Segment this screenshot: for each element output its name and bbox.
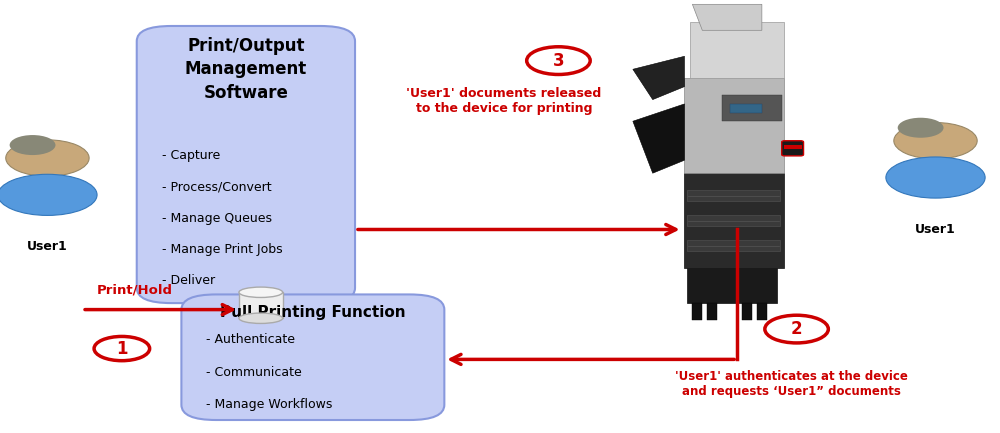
Polygon shape (722, 95, 782, 121)
Text: Pull Printing Function: Pull Printing Function (220, 305, 406, 320)
Polygon shape (687, 190, 780, 201)
Text: Print/Hold: Print/Hold (97, 284, 173, 297)
Text: - Process/Convert: - Process/Convert (162, 181, 271, 194)
Polygon shape (707, 303, 717, 320)
Polygon shape (239, 292, 283, 318)
Circle shape (6, 140, 89, 176)
Ellipse shape (0, 174, 97, 216)
Text: - Communicate: - Communicate (206, 366, 302, 379)
Polygon shape (784, 145, 802, 149)
Circle shape (10, 135, 55, 155)
Polygon shape (684, 173, 784, 268)
Polygon shape (684, 78, 784, 173)
Circle shape (898, 118, 944, 138)
Circle shape (894, 123, 977, 159)
Text: - Capture: - Capture (162, 149, 220, 162)
Text: 2: 2 (791, 320, 802, 338)
Polygon shape (633, 56, 684, 100)
Text: 3: 3 (553, 52, 564, 70)
Text: - Manage Queues: - Manage Queues (162, 212, 272, 225)
Text: User1: User1 (27, 240, 68, 253)
FancyBboxPatch shape (181, 294, 444, 420)
Polygon shape (687, 215, 780, 226)
Polygon shape (692, 303, 702, 320)
Ellipse shape (886, 157, 985, 198)
Text: - Manage Print Jobs: - Manage Print Jobs (162, 243, 282, 256)
Text: 'User1' authenticates at the device
and requests ‘User1” documents: 'User1' authenticates at the device and … (675, 370, 908, 398)
Ellipse shape (239, 313, 283, 323)
Text: Print/Output
Management
Software: Print/Output Management Software (185, 37, 307, 102)
Polygon shape (742, 303, 752, 320)
Polygon shape (690, 22, 784, 78)
Polygon shape (692, 4, 762, 30)
Polygon shape (730, 104, 762, 113)
Ellipse shape (239, 287, 283, 297)
Text: User1: User1 (915, 223, 956, 236)
FancyBboxPatch shape (137, 26, 355, 303)
Polygon shape (633, 104, 684, 173)
Polygon shape (687, 268, 777, 303)
FancyBboxPatch shape (782, 141, 804, 156)
Polygon shape (687, 240, 780, 251)
Text: - Deliver: - Deliver (162, 274, 215, 287)
Text: 1: 1 (116, 339, 128, 358)
Text: - Manage Workflows: - Manage Workflows (206, 398, 333, 411)
Text: 'User1' documents released
to the device for printing: 'User1' documents released to the device… (406, 87, 602, 115)
Polygon shape (757, 303, 767, 320)
Text: - Authenticate: - Authenticate (206, 333, 295, 346)
